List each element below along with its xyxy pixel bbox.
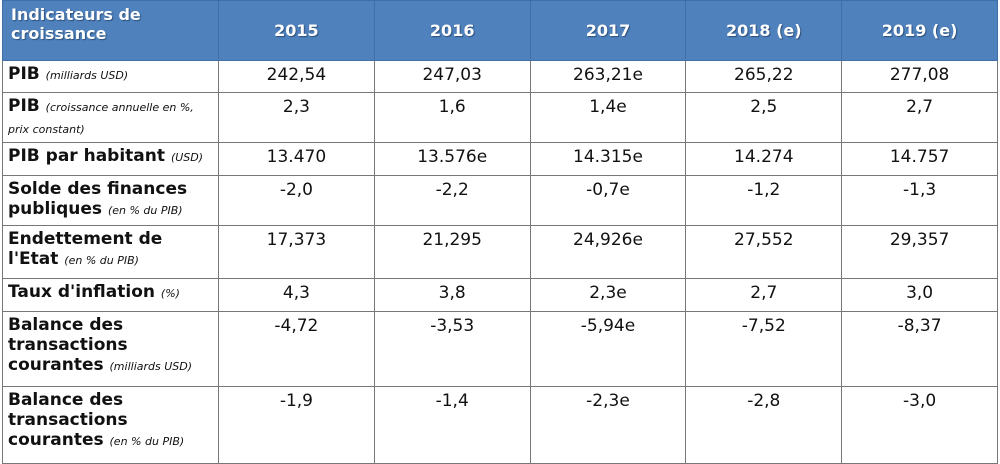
- header-year: 2018 (e): [685, 0, 843, 61]
- table-cell: 265,22: [685, 60, 843, 93]
- table-cell: -2,0: [218, 175, 375, 226]
- table-cell: -2,3e: [529, 386, 687, 464]
- table-cell: 3,0: [841, 278, 998, 312]
- table-cell: -4,72: [218, 311, 375, 387]
- table-cell: 242,54: [218, 60, 375, 93]
- table-cell: -2,8: [685, 386, 843, 464]
- table-cell: -1,2: [685, 175, 843, 226]
- row-unit: (croissance annuelle en %, prix constant…: [8, 101, 194, 136]
- header-year: 2017: [529, 0, 687, 61]
- row-unit: (en % du PIB): [64, 254, 139, 267]
- table-cell: -3,53: [373, 311, 531, 387]
- table-row: PIB (milliards USD) 242,54 247,03 263,21…: [2, 60, 998, 93]
- table-cell: 1,4e: [529, 92, 687, 143]
- table-row: Taux d'inflation (%) 4,3 3,8 2,3e 2,7 3,…: [2, 278, 998, 312]
- table-cell: 2,3: [218, 92, 375, 143]
- header-year: 2019 (e): [841, 0, 998, 61]
- table-cell: -0,7e: [529, 175, 687, 226]
- table-cell: 277,08: [841, 60, 998, 93]
- row-unit: (milliards USD): [109, 360, 193, 373]
- table-cell: 2,5: [685, 92, 843, 143]
- table-cell: 1,6: [373, 92, 531, 143]
- row-unit: (en % du PIB): [109, 435, 185, 448]
- row-label: Balance des transactions courantes (mill…: [2, 311, 219, 387]
- table-cell: 4,3: [218, 278, 375, 312]
- table-cell: 21,295: [373, 225, 531, 279]
- table-cell: -5,94e: [529, 311, 687, 387]
- table-cell: -1,3: [841, 175, 998, 226]
- table-row: Endettement de l'Etat (en % du PIB) 17,3…: [2, 225, 998, 279]
- header-year: 2015: [218, 0, 375, 61]
- table-cell: -7,52: [685, 311, 843, 387]
- table-cell: 14.274: [685, 142, 843, 176]
- table-row: Balance des transactions courantes (mill…: [2, 311, 998, 387]
- row-label: Balance des transactions courantes (en %…: [2, 386, 219, 464]
- table-cell: 13.576e: [373, 142, 531, 176]
- row-label: Endettement de l'Etat (en % du PIB): [2, 225, 219, 279]
- row-label-text: Balance des transactions courantes: [8, 390, 128, 450]
- table-cell: -1,4: [373, 386, 531, 464]
- table-cell: -3,0: [841, 386, 998, 464]
- header-label: Indicateurs de croissance: [2, 0, 219, 61]
- table-cell: -1,9: [218, 386, 375, 464]
- row-label-text: PIB: [8, 64, 40, 84]
- header-year: 2016: [373, 0, 531, 61]
- table-cell: 13.470: [218, 142, 375, 176]
- row-label-text: Endettement de l'Etat: [8, 229, 163, 269]
- table-cell: 27,552: [685, 225, 843, 279]
- row-label: PIB (milliards USD): [2, 60, 219, 93]
- table-row: PIB par habitant (USD) 13.470 13.576e 14…: [2, 142, 998, 176]
- table-cell: 2,7: [841, 92, 998, 143]
- table-row: PIB (croissance annuelle en %, prix cons…: [2, 92, 998, 143]
- table-cell: 24,926e: [529, 225, 687, 279]
- row-label-text: PIB: [8, 96, 40, 116]
- table-cell: 17,373: [218, 225, 375, 279]
- row-label-text: Balance des transactions courantes: [8, 315, 128, 375]
- table-cell: -8,37: [841, 311, 998, 387]
- row-label: Solde des finances publiques (en % du PI…: [2, 175, 219, 226]
- row-label: PIB par habitant (USD): [2, 142, 219, 176]
- table-cell: 263,21e: [529, 60, 687, 93]
- table-cell: 2,3e: [529, 278, 687, 312]
- row-unit: (%): [160, 287, 180, 300]
- table-cell: 3,8: [373, 278, 531, 312]
- table-cell: 14.315e: [529, 142, 687, 176]
- row-label-text: Solde des finances publiques: [8, 179, 188, 219]
- table-row: Balance des transactions courantes (en %…: [2, 386, 998, 464]
- row-unit: (en % du PIB): [107, 204, 183, 217]
- table-cell: 2,7: [685, 278, 843, 312]
- row-label-text: PIB par habitant: [8, 146, 166, 166]
- table-cell: 247,03: [373, 60, 531, 93]
- table-cell: 14.757: [841, 142, 998, 176]
- header-row: Indicateurs de croissance 2015 2016 2017…: [2, 0, 998, 61]
- table-cell: -2,2: [373, 175, 531, 226]
- table-cell: 29,357: [841, 225, 998, 279]
- row-label: Taux d'inflation (%): [2, 278, 219, 312]
- row-label-text: Taux d'inflation: [8, 282, 155, 302]
- row-unit: (milliards USD): [45, 69, 129, 82]
- row-unit: (USD): [170, 151, 204, 164]
- row-label: PIB (croissance annuelle en %, prix cons…: [2, 92, 219, 143]
- table-row: Solde des finances publiques (en % du PI…: [2, 175, 998, 226]
